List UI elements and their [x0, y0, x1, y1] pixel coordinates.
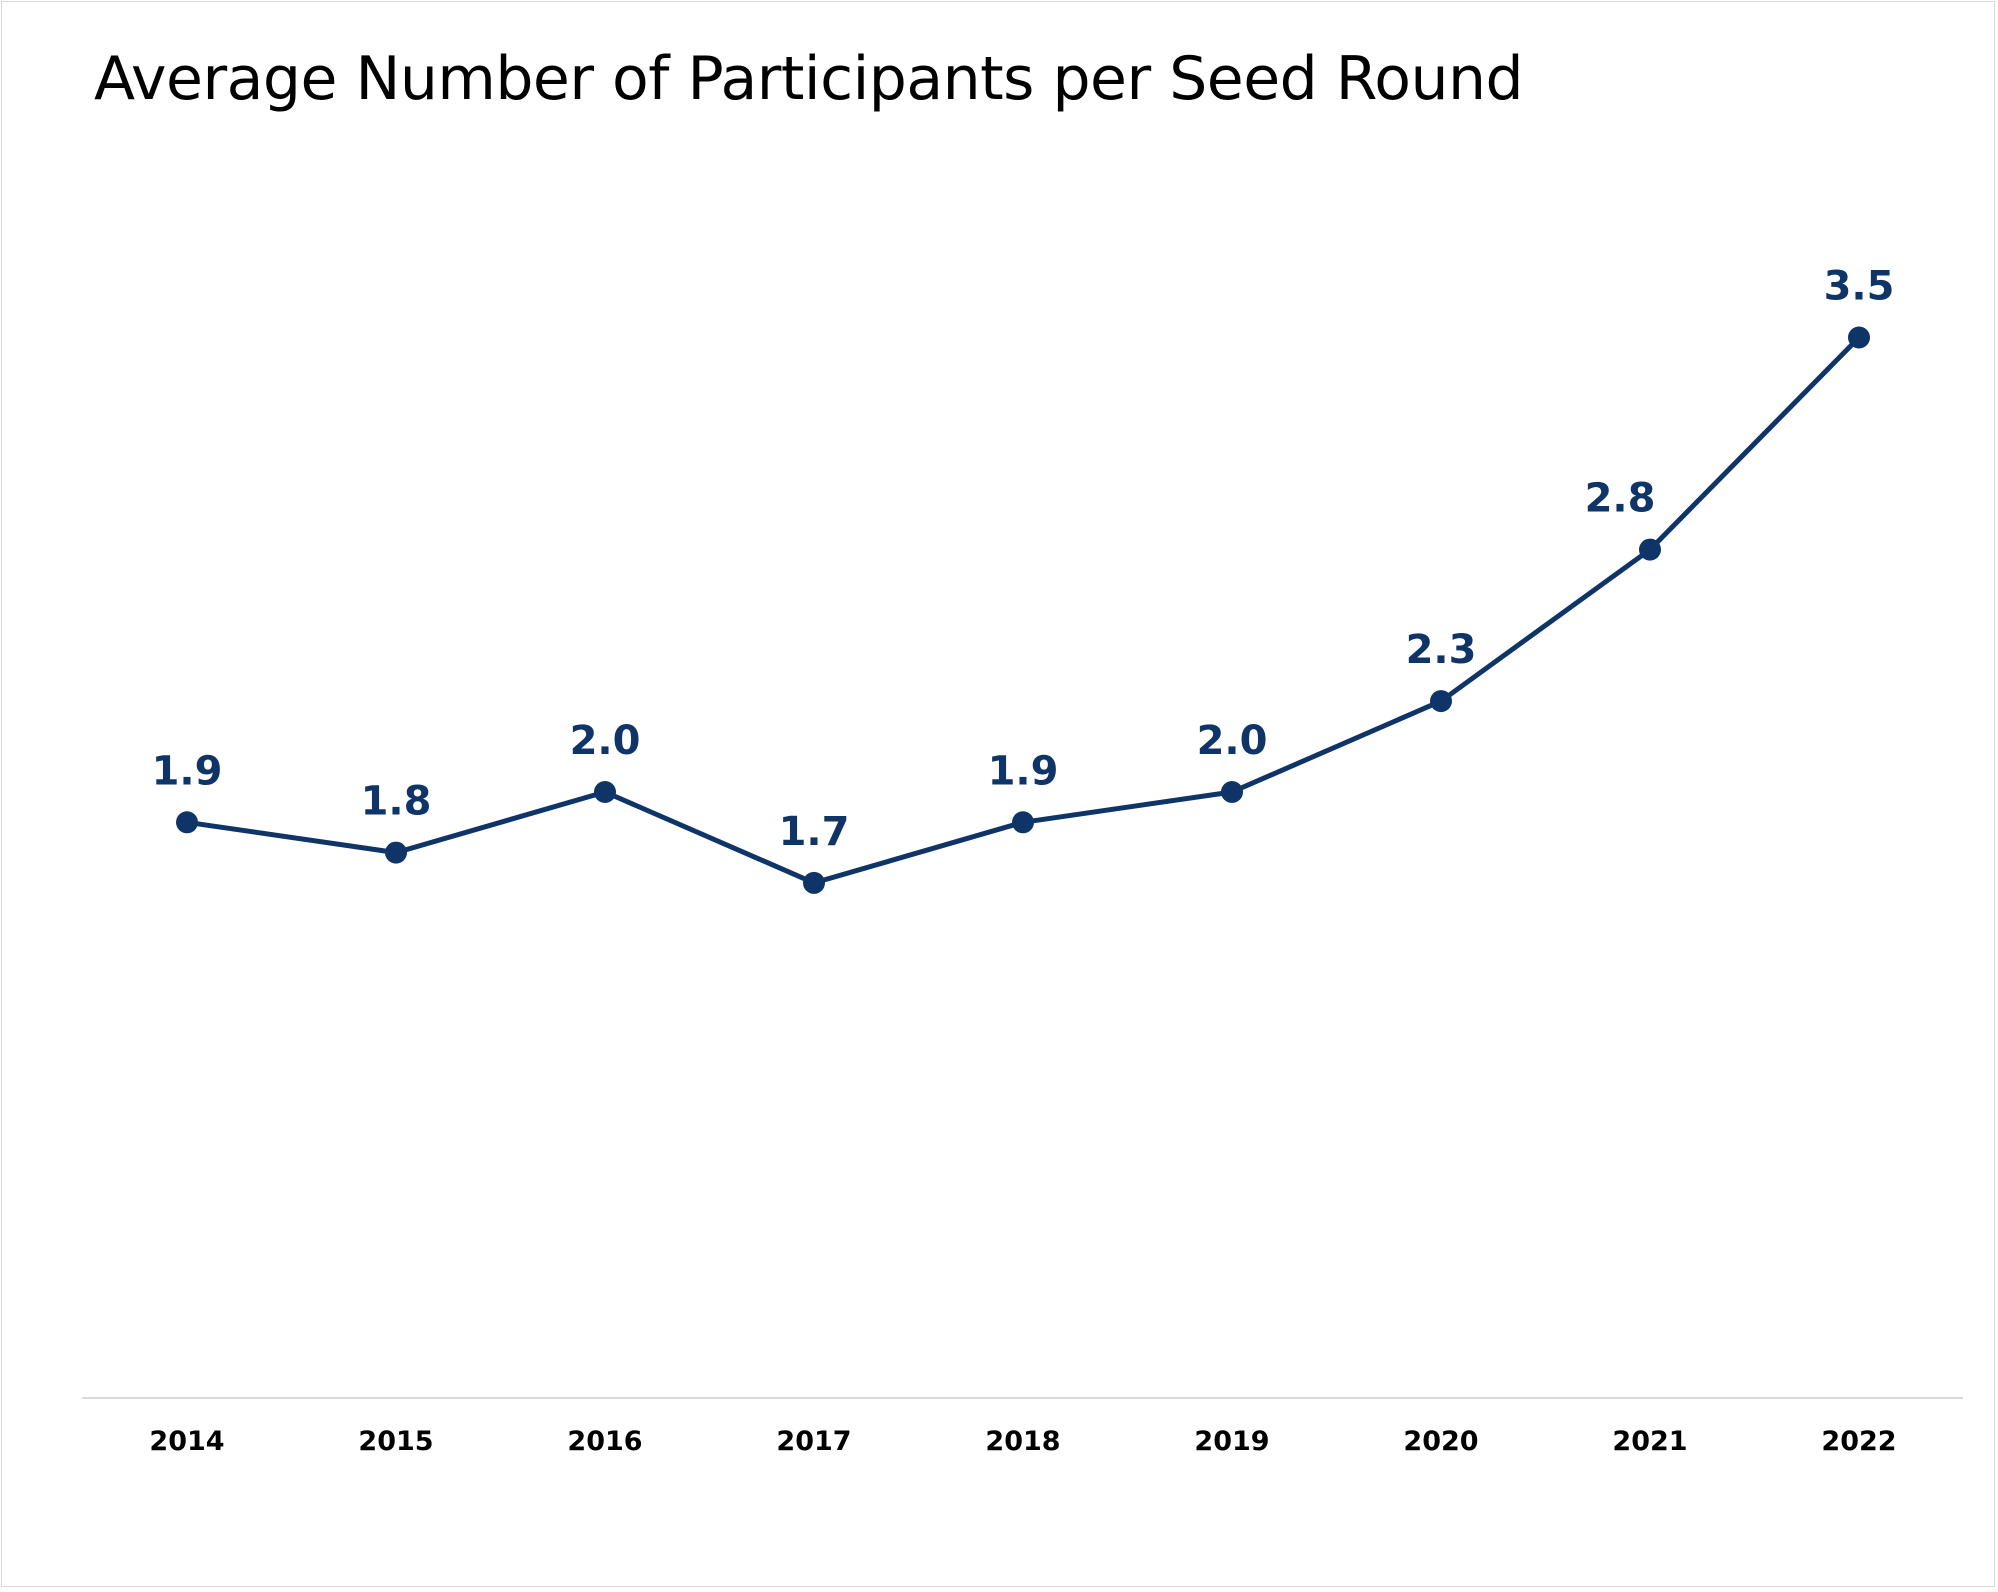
- data-point: [1221, 781, 1243, 803]
- x-tick-label: 2021: [1612, 1426, 1687, 1457]
- data-point: [594, 781, 616, 803]
- data-label: 2.8: [1585, 476, 1656, 522]
- chart-title: Average Number of Participants per Seed …: [94, 44, 1524, 114]
- data-label: 2.0: [1197, 718, 1268, 764]
- data-label: 1.9: [988, 748, 1059, 794]
- series-line: [184, 335, 1862, 886]
- x-tick-label: 2015: [358, 1426, 433, 1457]
- x-tick-label: 2019: [1194, 1426, 1269, 1457]
- data-point: [1012, 811, 1034, 834]
- data-label: 2.0: [570, 718, 641, 764]
- x-tick-label: 2018: [985, 1426, 1060, 1457]
- data-label: 1.9: [152, 748, 223, 794]
- data-point: [803, 871, 825, 894]
- x-tick-label: 2022: [1821, 1426, 1896, 1457]
- data-point: [385, 841, 407, 864]
- x-tick-label: 2014: [149, 1426, 224, 1457]
- x-tick-label: 2016: [567, 1426, 642, 1457]
- x-tick-label: 2017: [776, 1426, 851, 1457]
- data-label: 3.5: [1824, 264, 1895, 310]
- data-point: [176, 811, 198, 834]
- data-label: 1.8: [361, 779, 432, 825]
- x-tick-label: 2020: [1403, 1426, 1478, 1457]
- data-label: 2.3: [1406, 627, 1477, 673]
- data-point: [1848, 326, 1870, 349]
- data-label: 1.7: [779, 809, 850, 855]
- data-point: [1639, 538, 1661, 561]
- data-point: [1430, 690, 1452, 713]
